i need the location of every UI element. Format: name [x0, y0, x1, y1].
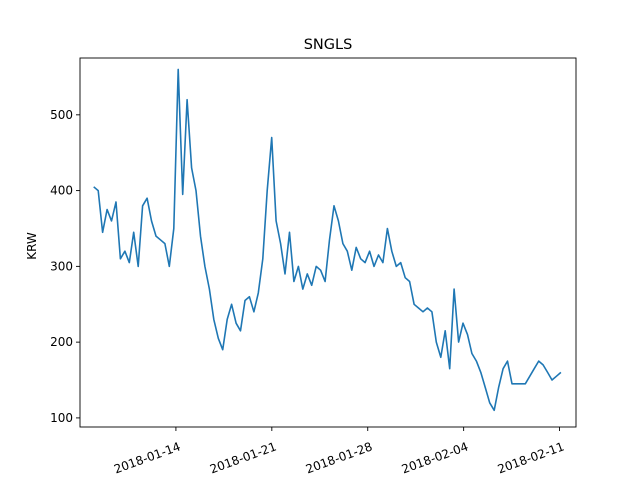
y-tick-label: 400	[50, 184, 73, 198]
y-tick-label: 200	[50, 335, 73, 349]
y-tick-label: 500	[50, 108, 73, 122]
series-line	[93, 68, 562, 412]
y-axis-label: KRW	[25, 232, 39, 260]
axes-frame	[79, 57, 577, 428]
chart-title: SNGLS	[304, 37, 353, 53]
y-tick-label: 300	[50, 259, 73, 273]
y-tick-label: 100	[50, 411, 73, 425]
